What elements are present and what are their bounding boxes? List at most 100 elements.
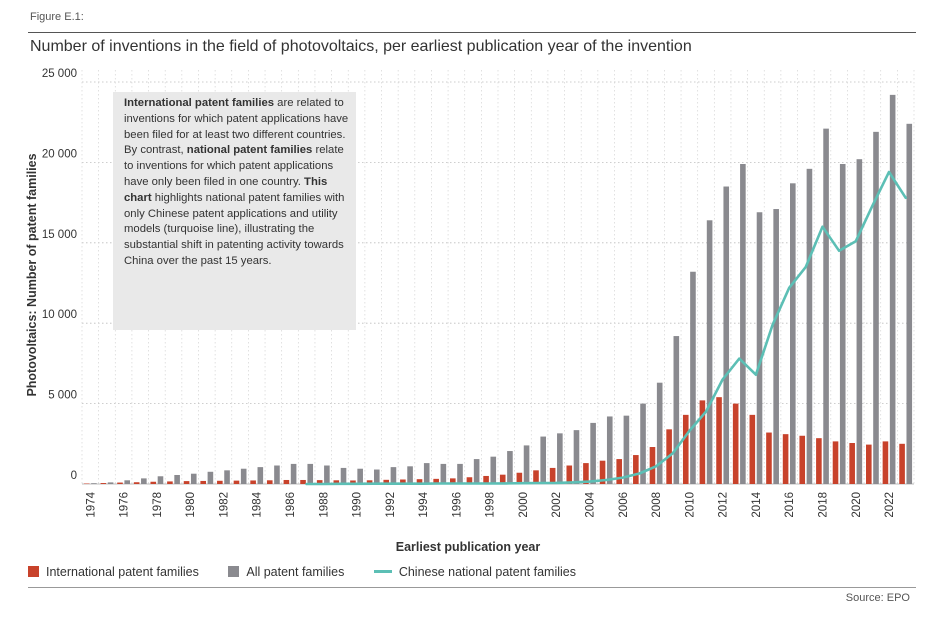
bar-international (583, 463, 589, 484)
bar-international (333, 480, 340, 484)
x-tick-label: 1976 (119, 492, 131, 518)
x-axis-label: Earliest publication year (396, 540, 541, 554)
bar-international (383, 479, 390, 484)
bar-all (507, 451, 513, 484)
x-tick-label: 2006 (618, 492, 630, 518)
y-tick-label: 20 000 (42, 148, 77, 160)
y-tick-label: 15 000 (42, 229, 77, 241)
bar-all (623, 415, 630, 484)
bar-international (466, 477, 473, 484)
bar-all (490, 456, 497, 484)
bar-international (350, 480, 356, 484)
x-tick-label: 2014 (751, 491, 763, 517)
bar-international (150, 481, 157, 484)
x-tick-label: 2022 (884, 492, 896, 518)
info-box: International patent families are relate… (113, 92, 356, 330)
x-tick-label: 1984 (252, 491, 264, 517)
bar-all (606, 416, 613, 484)
bar-international (599, 460, 606, 484)
x-tick-label: 2000 (518, 492, 530, 518)
bar-international (799, 435, 806, 484)
bar-all (590, 422, 596, 484)
bar-all (540, 436, 546, 484)
bar-international (450, 478, 456, 484)
x-tick-label: 1978 (152, 492, 164, 518)
bar-international (300, 479, 306, 484)
info-text-1: are related to inventions for which pate… (124, 97, 349, 157)
bar-all (423, 463, 430, 484)
bar-all (340, 467, 347, 484)
bar-all (91, 483, 97, 484)
bar-all (773, 209, 779, 485)
bar-international (699, 400, 706, 484)
bar-international (533, 470, 539, 484)
bar-all (690, 271, 696, 484)
bar-international (499, 474, 506, 484)
bar-international (782, 434, 789, 484)
bar-all (756, 212, 763, 485)
bar-all (573, 430, 580, 484)
bar-international (633, 455, 639, 484)
bar-international (133, 482, 140, 484)
y-tick-label: 25 000 (42, 68, 77, 80)
bar-international (283, 479, 290, 484)
bar-all (324, 465, 330, 484)
bar-all (889, 94, 896, 484)
bar-international (433, 478, 439, 484)
bar-all (640, 403, 646, 484)
bar-all (224, 470, 230, 484)
bar-all (174, 474, 180, 484)
chart-title: Number of inventions in the field of pho… (30, 38, 692, 55)
bar-all (374, 469, 380, 484)
legend-item-international: International patent families (28, 565, 199, 579)
legend-label-all: All patent families (246, 564, 345, 579)
bar-international (366, 480, 373, 484)
bottom-rule (28, 587, 916, 588)
source-note: Source: EPO (845, 592, 910, 604)
bar-all (124, 480, 130, 484)
legend: International patent families All patent… (28, 564, 602, 579)
info-term-chart: This chart (124, 175, 328, 204)
x-tick-label: 2018 (818, 492, 830, 518)
bar-international (516, 472, 523, 484)
y-tick-label: 10 000 (42, 309, 77, 321)
bar-international (200, 480, 206, 484)
x-tick-label: 1990 (352, 492, 364, 518)
bar-international (766, 432, 772, 484)
bar-all (257, 467, 264, 484)
bar-all (357, 468, 363, 484)
bar-international (832, 441, 839, 484)
bar-international (849, 442, 855, 484)
bar-all (790, 183, 796, 484)
x-tick-label: 2012 (718, 492, 730, 518)
bar-all (740, 164, 746, 484)
bar-all (307, 463, 314, 484)
bar-international (716, 397, 722, 484)
legend-label-chinese: Chinese national patent families (398, 564, 577, 579)
bar-all (856, 159, 863, 484)
bar-all (141, 478, 147, 484)
bar-all (157, 476, 164, 484)
bar-international (250, 480, 256, 484)
y-tick-label: 5 000 (48, 390, 77, 402)
legend-item-chinese: Chinese national patent families (373, 564, 577, 579)
info-term-national: national patent families (186, 144, 313, 157)
x-tick-label: 1992 (385, 492, 397, 518)
x-tick-label: 1988 (318, 492, 330, 518)
bar-all (473, 459, 480, 484)
info-term-international: International patent families (124, 97, 275, 109)
info-text-3: highlights national patent families with… (124, 191, 345, 267)
bar-international (400, 479, 406, 484)
bar-all (390, 467, 397, 484)
bar-international (316, 480, 323, 484)
bar-international (549, 467, 556, 484)
bar-all (190, 473, 197, 484)
bar-international (167, 481, 173, 484)
x-tick-label: 2016 (784, 492, 796, 518)
bar-all (107, 482, 114, 484)
info-text-2: relate to inventions for which patent ap… (124, 144, 344, 188)
bar-all (440, 463, 447, 484)
bar-all (240, 468, 247, 484)
x-tick-label: 1996 (451, 492, 463, 518)
bar-international (416, 479, 423, 484)
